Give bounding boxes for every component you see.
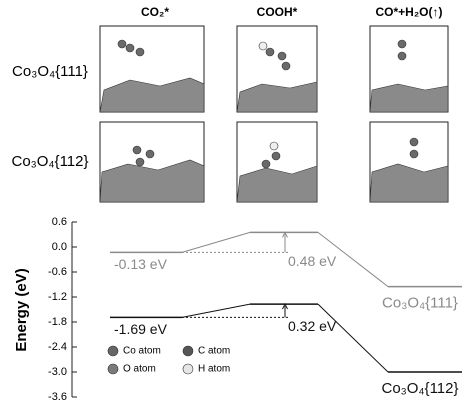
series-label: Co₃O₄{112} [381, 380, 458, 397]
column-header: CO₂* [141, 5, 169, 19]
series-label: Co₃O₄{111} [382, 295, 458, 312]
atom [261, 159, 271, 169]
connector [317, 303, 389, 373]
legend-marker [182, 363, 194, 375]
surface [99, 77, 449, 203]
atom [145, 149, 155, 159]
y-tick-label: -1.8 [48, 316, 67, 328]
y-axis-label: Energy (eV) [13, 268, 30, 351]
y-tick-label: -2.4 [48, 341, 67, 353]
atom [265, 47, 275, 57]
y-tick-label: -1.2 [48, 291, 67, 303]
y-tick-label: -3.6 [48, 391, 67, 403]
barrier-label: 0.48 eV [288, 253, 337, 269]
atom [135, 157, 145, 167]
legend-label: O atom [123, 364, 156, 375]
column-header: COOH* [257, 5, 298, 19]
y-tick-label: -3.0 [48, 366, 67, 378]
connector [317, 232, 389, 287]
atom [397, 39, 407, 49]
arrow-head [282, 231, 288, 238]
y-tick-label: 0.0 [52, 241, 67, 253]
legend-marker [107, 363, 119, 375]
atom [135, 47, 145, 57]
start-label: -0.13 eV [114, 256, 168, 272]
atom [271, 151, 281, 161]
row-label: Co₃O₄{112} [11, 153, 88, 170]
arrow-head [282, 302, 288, 310]
y-tick-label: -0.6 [48, 266, 67, 278]
legend-marker [182, 345, 194, 357]
atoms [99, 39, 449, 203]
row-label: Co₃O₄{111} [12, 63, 88, 80]
legend-label: Co atom [123, 346, 161, 357]
atom [409, 137, 419, 147]
column-header: CO*+H₂O(↑) [375, 5, 442, 19]
connector [181, 303, 251, 318]
legend-label: H atom [198, 364, 230, 375]
atom [125, 43, 135, 53]
y-tick-label: 0.6 [52, 216, 67, 228]
atom [117, 39, 127, 49]
atom [281, 61, 291, 71]
barrier-label: 0.32 eV [288, 318, 337, 334]
connector [181, 231, 251, 253]
start-label: -1.69 eV [114, 321, 168, 337]
atom [258, 41, 268, 51]
atom [269, 141, 279, 151]
legend-label: C atom [198, 346, 230, 357]
atom [397, 51, 407, 61]
atom [132, 145, 142, 155]
legend-marker [107, 345, 119, 357]
atom [277, 51, 287, 61]
atom [409, 149, 419, 159]
